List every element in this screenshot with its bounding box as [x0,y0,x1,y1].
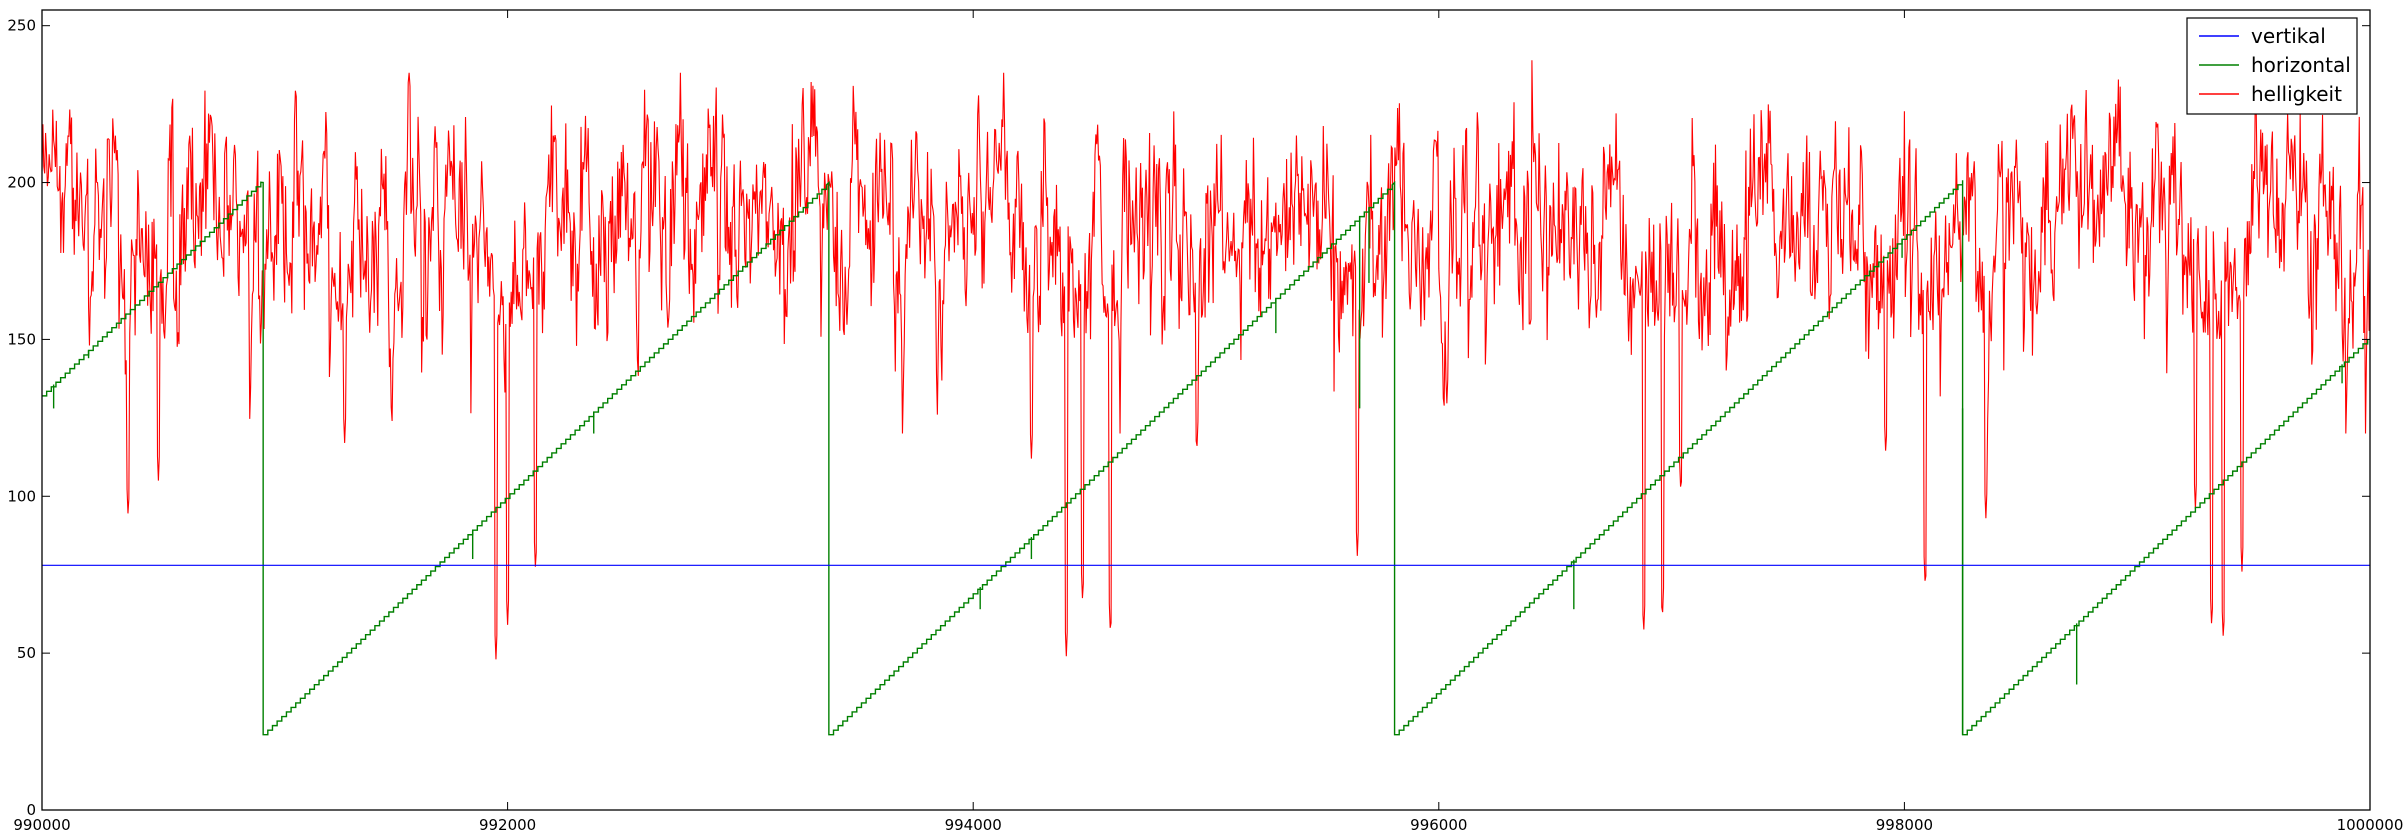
series-line-helligkeit [42,60,2370,660]
legend-label-vertikal: vertikal [2251,24,2326,48]
y-tick-label: 250 [7,17,36,35]
legend-label-horizontal: horizontal [2251,53,2351,77]
y-tick-label: 200 [7,174,36,192]
x-tick-label: 994000 [945,816,1002,834]
y-tick-label: 100 [7,487,36,505]
x-tick-label: 996000 [1410,816,1467,834]
legend-label-helligkeit: helligkeit [2251,82,2342,106]
y-tick-label: 0 [26,801,36,819]
x-tick-label: 990000 [13,816,70,834]
legend: vertikal horizontal helligkeit [2186,17,2358,115]
ticks: 990000 992000 994000 996000 998000 1000000 0 50… [7,10,2403,834]
y-tick-label: 50 [17,644,36,662]
x-tick-label: 1000000 [2337,816,2404,834]
axes [41,9,2371,811]
series-line-horizontal [42,180,2369,736]
plot-area [42,60,2370,736]
x-tick-label: 992000 [479,816,536,834]
x-tick-label: 998000 [1876,816,1933,834]
y-tick-label: 150 [7,330,36,348]
plot-frame [41,9,2371,811]
legend-box [2186,17,2358,115]
